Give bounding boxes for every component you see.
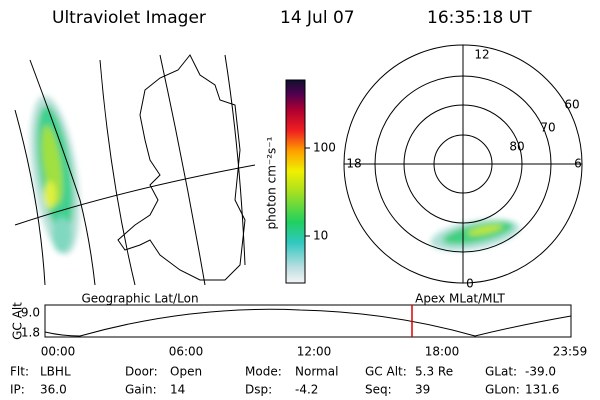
info-value: 14 [170,383,185,397]
date: 14 Jul 07 [280,8,355,28]
info-label: Flt: [10,365,29,379]
time: 16:35:18 UT [427,8,532,28]
info-label: Gain: [125,383,157,397]
orbit-x-tick: 23:59 [553,345,588,359]
info-value: Open [170,365,202,379]
info-value: 131.6 [525,383,559,397]
info-label: GLon: [485,383,520,397]
orbit-right-label: Apex MLat/MLT [415,292,505,306]
lat-label: 70 [540,121,555,135]
info-label: Seq: [365,383,392,397]
orbit-left-label: Geographic Lat/Lon [81,292,198,306]
colorbar [285,79,306,284]
info-value: Normal [295,365,338,379]
info-label: IP: [10,383,25,397]
orbit-x-tick: 06:00 [169,345,204,359]
mlt-label: 12 [474,48,489,62]
info-value: LBHL [40,365,71,379]
orbit-y-tick: 9.0 [21,306,40,320]
info-label: GLat: [485,365,517,379]
orbit-y-tick: 1.8 [21,326,40,340]
orbit-x-tick: 12:00 [297,345,332,359]
colorbar-tick-label: 10 [313,229,328,243]
info-value: -39.0 [525,365,556,379]
info-label: GC Alt: [365,365,407,379]
info-label: Door: [125,365,158,379]
mlt-label: 0 [466,277,474,291]
lat-label: 80 [509,140,524,154]
info-value: -4.2 [295,383,318,397]
orbit-y-label: GC Alt [11,302,25,340]
info-value: 36.0 [40,383,67,397]
orbit-x-tick: 18:00 [425,345,460,359]
geo-map [14,54,256,286]
colorbar-label: photon cm⁻²s⁻¹ [265,136,279,229]
info-value: 39 [415,383,430,397]
title: Ultraviolet Imager [52,8,206,28]
info-label: Mode: [245,365,282,379]
lat-label: 60 [564,98,579,112]
mlt-label: 18 [346,157,361,171]
colorbar-tick-label: 100 [313,141,336,155]
orbit-x-tick: 00:00 [41,345,76,359]
mlt-label: 6 [574,157,582,171]
info-value: 5.3 Re [415,365,453,379]
info-label: Dsp: [245,383,272,397]
orbit-curve [44,308,572,337]
polar-plot [343,44,583,284]
orbit-frame [44,304,572,338]
